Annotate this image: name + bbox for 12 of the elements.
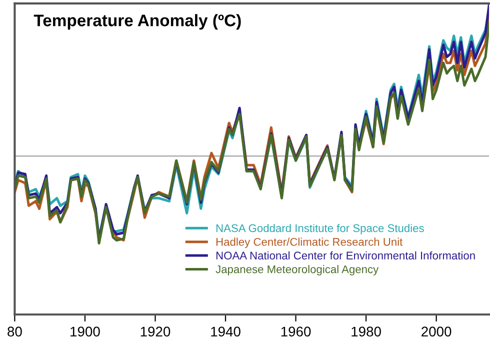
x-tick-label: 1940: [211, 326, 240, 337]
x-tick-label: 1920: [140, 326, 170, 337]
legend-label: Japanese Meteorological Agency: [216, 265, 379, 276]
x-tick-label: 80: [8, 326, 22, 337]
x-tick-label: 1960: [281, 326, 311, 337]
legend-label: NASA Goddard Institute for Space Studies: [216, 224, 424, 234]
x-tick-label: 2000: [422, 326, 452, 337]
chart-title: Temperature Anomaly (ºC): [34, 14, 241, 30]
x-tick-label: 1900: [70, 326, 100, 337]
legend-label: Hadley Center/Climatic Research Unit: [216, 238, 403, 248]
legend-label: NOAA National Center for Environmental Information: [216, 251, 475, 260]
x-tick-label: 1980: [352, 326, 381, 337]
